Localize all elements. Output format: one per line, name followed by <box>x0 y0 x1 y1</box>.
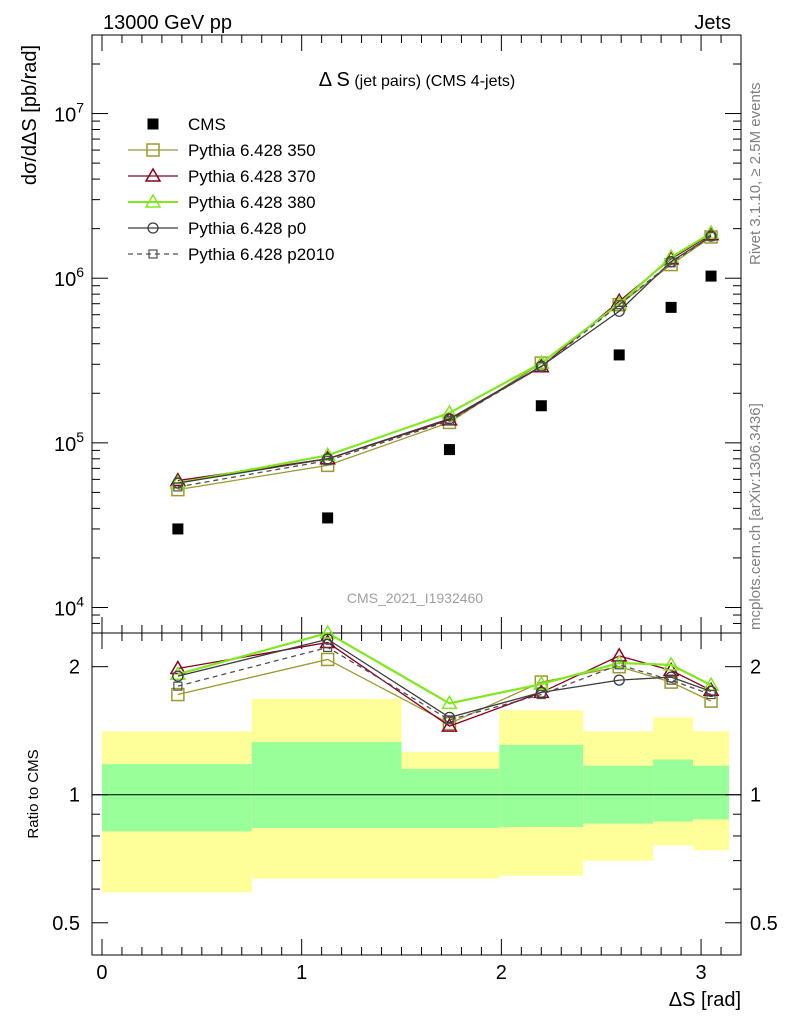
series-point-ratio <box>536 689 546 700</box>
series-point-ratio <box>614 660 624 670</box>
series-point-ratio <box>173 681 183 691</box>
series-line-ratio <box>177 631 712 705</box>
series-point-main <box>705 230 717 242</box>
legend-label: Pythia 6.428 p2010 <box>188 245 335 264</box>
band-inner-bin <box>693 765 730 820</box>
band-inner-bin <box>499 744 584 827</box>
ratio-y-tick-label: 2 <box>69 657 80 679</box>
series-point-main <box>323 456 333 466</box>
ratio-y-axis-label: Ratio to CMS <box>25 749 42 838</box>
band-inner-bin <box>101 764 252 832</box>
main-y-tick-label: 106 <box>54 264 84 291</box>
series-layer <box>169 224 720 732</box>
series-point-main <box>666 258 676 268</box>
legend: CMS Pythia 6.428 350 Pythia 6.428 370 Pythi… <box>128 115 335 264</box>
rivet-label: Rivet 3.1.10, ≥ 2.5M events <box>747 83 764 266</box>
series-line-main <box>177 234 712 482</box>
legend-label: Pythia 6.428 350 <box>188 141 316 160</box>
series-point-main <box>443 413 456 425</box>
legend-label: Pythia 6.428 370 <box>188 167 316 186</box>
text-layer: 13000 GeV pp Jets CMS_2021_I1932460 Rive… <box>19 12 764 1011</box>
title-main: Δ S <box>319 69 350 91</box>
series-point-main <box>171 482 185 497</box>
ratio-y-tick-label-right: 2 <box>750 657 761 679</box>
x-tick-label: 1 <box>296 962 307 984</box>
series-point-ratio <box>320 652 335 667</box>
uncertainty-bands <box>92 698 741 893</box>
series-point-ratio <box>321 633 334 645</box>
band-inner-bin <box>251 742 402 829</box>
ratio-y-tick-label: 0.5 <box>52 913 80 935</box>
series-point-ratio <box>441 694 458 710</box>
band-inner-bin <box>653 759 694 822</box>
series-point-ratio <box>533 675 550 690</box>
plot-frames: 104 105 106 107 0 1 2 3 0.5 0.5 1 1 2 2 <box>52 34 778 984</box>
ratio-plot-frame <box>91 632 742 956</box>
series-point-main <box>441 404 458 419</box>
header-left: 13000 GeV pp <box>103 12 232 34</box>
title-sub: (jet pairs) (CMS 4-jets) <box>350 73 515 90</box>
header-right: Jets <box>694 12 731 34</box>
mcplots-label: mcplots.cern.ch [arXiv:1306.3436] <box>747 403 764 630</box>
series-point-ratio <box>702 681 720 697</box>
series-line-ratio <box>177 638 712 719</box>
legend-label: Pythia 6.428 p0 <box>188 219 306 238</box>
series-point-ratio <box>613 674 625 686</box>
main-y-tick-label: 105 <box>54 429 84 456</box>
series-point-ratio <box>662 656 680 671</box>
legend-marker <box>147 222 159 234</box>
series-point-main <box>173 482 183 492</box>
x-axis-label: ΔS [rad] <box>669 989 741 1011</box>
data-point-cms <box>665 301 677 313</box>
x-tick-label: 2 <box>496 962 507 984</box>
series-point-main <box>614 300 624 310</box>
data-point-cms <box>705 270 717 282</box>
band-inner-bin <box>401 768 500 829</box>
series-point-ratio <box>665 671 677 683</box>
series-point-ratio <box>705 685 717 698</box>
series-point-ratio <box>444 715 455 725</box>
legend-marker <box>147 118 159 130</box>
data-point-cms <box>322 512 334 524</box>
data-point-cms <box>535 400 547 412</box>
data-point-cms <box>443 444 455 456</box>
main-plot-title: Δ S (jet pairs) (CMS 4-jets) <box>319 69 516 91</box>
legend-label: CMS <box>188 115 226 134</box>
legend-marker <box>144 167 162 182</box>
series-point-ratio <box>441 717 458 732</box>
x-tick-label: 3 <box>695 962 706 984</box>
series-point-ratio <box>319 624 336 639</box>
series-line-main <box>177 236 712 488</box>
series-point-main <box>706 231 716 242</box>
data-point-cms <box>613 349 625 361</box>
x-tick-label: 0 <box>96 962 107 984</box>
data-point-cms <box>172 523 184 535</box>
series-point-ratio <box>666 675 676 685</box>
series-point-main <box>444 416 455 426</box>
legend-marker <box>146 143 160 157</box>
series-point-ratio <box>323 642 333 653</box>
legend-marker <box>148 249 158 259</box>
legend-marker <box>144 193 162 208</box>
ratio-y-tick-label: 1 <box>69 785 80 807</box>
series-line-ratio <box>177 646 712 721</box>
legend-label: Pythia 6.428 380 <box>188 193 316 212</box>
series-point-main <box>172 477 184 489</box>
ratio-y-tick-label-right: 1 <box>750 785 761 807</box>
series-point-ratio <box>706 689 716 700</box>
series-point-main <box>536 362 546 372</box>
ratio-y-tick-label-right: 0.5 <box>750 913 778 935</box>
series-point-ratio <box>172 670 184 682</box>
series-point-main <box>613 305 625 317</box>
series-point-ratio <box>171 687 185 702</box>
watermark: CMS_2021_I1932460 <box>347 590 483 606</box>
main-y-tick-label: 107 <box>54 100 84 127</box>
main-y-axis-label: dσ/dΔS [pb/rad] <box>19 45 41 185</box>
main-y-tick-label: 104 <box>54 593 84 620</box>
series-point-main <box>319 446 336 462</box>
